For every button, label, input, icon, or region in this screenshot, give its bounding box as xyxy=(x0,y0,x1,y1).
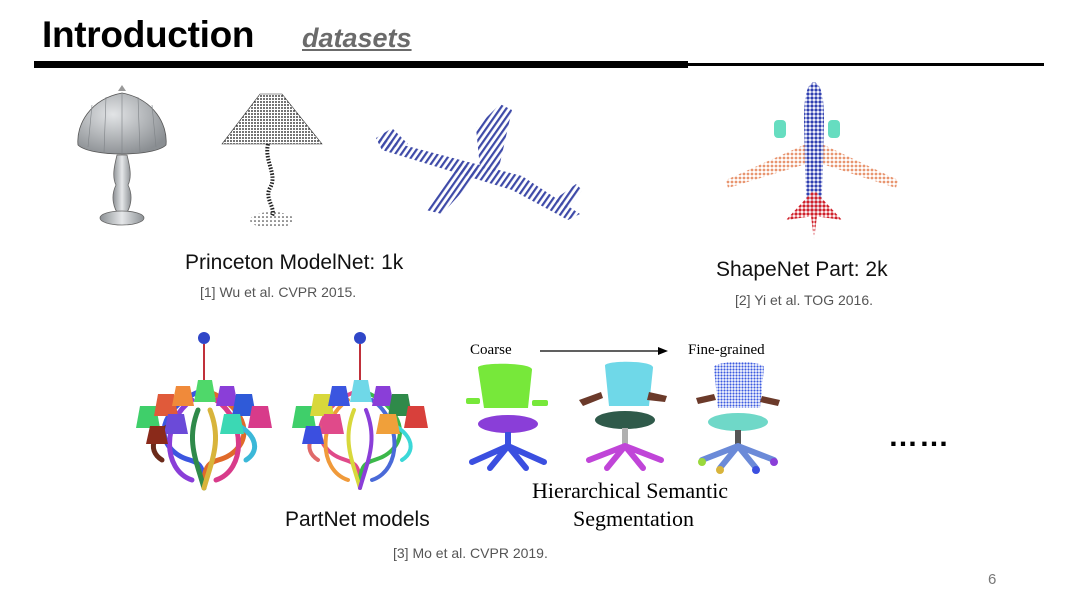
coarse-label: Coarse xyxy=(470,342,512,358)
modelnet-label: Princeton ModelNet: 1k xyxy=(185,251,404,274)
chair-medium-image xyxy=(579,361,667,471)
partnet-label: PartNet models xyxy=(285,508,430,531)
coarse-to-fine-arrow xyxy=(540,347,668,355)
more-ellipsis: …… xyxy=(888,420,950,453)
airplane-segmented-image xyxy=(726,82,898,240)
page-number: 6 xyxy=(988,571,997,588)
fine-grained-label: Fine-grained xyxy=(688,342,765,358)
lamp-pointcloud-image xyxy=(221,93,323,228)
hierarchical-label-line2: Segmentation xyxy=(573,506,694,531)
title-underline-thick xyxy=(34,61,688,68)
chandelier-image-2 xyxy=(292,332,428,490)
airplane-voxel-image xyxy=(376,104,582,220)
shapenet-label: ShapeNet Part: 2k xyxy=(716,258,888,281)
partnet-citation: [3] Mo et al. CVPR 2019. xyxy=(393,545,548,561)
chair-coarse-image xyxy=(466,363,548,471)
hierarchical-label-line1: Hierarchical Semantic xyxy=(532,478,729,503)
slide-title: Introduction xyxy=(42,14,255,55)
shapenet-citation: [2] Yi et al. TOG 2016. xyxy=(735,292,874,308)
title-underline-thin xyxy=(688,63,1044,66)
lamp-mesh-image xyxy=(77,85,167,226)
chair-fine-image xyxy=(696,362,780,474)
slide-subtitle: datasets xyxy=(302,23,412,53)
modelnet-citation: [1] Wu et al. CVPR 2015. xyxy=(200,284,357,300)
chandelier-image-1 xyxy=(136,332,272,491)
